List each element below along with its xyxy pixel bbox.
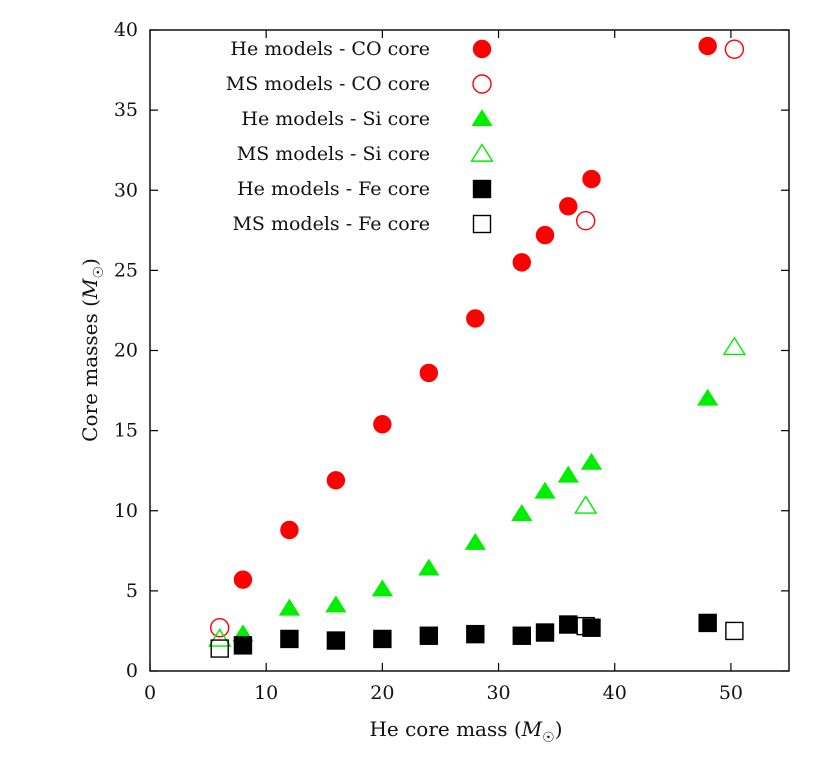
data-point <box>466 309 485 328</box>
y-tick-label: 35 <box>114 99 138 121</box>
x-tick-label: 20 <box>370 682 394 704</box>
data-point <box>582 618 601 637</box>
x-axis-unit: M <box>521 717 543 741</box>
y-tick-label: 10 <box>114 500 138 522</box>
series-2 <box>232 388 719 642</box>
y-axis-title: Core masses (M☉) <box>78 258 107 442</box>
data-point <box>582 169 601 189</box>
points-layer <box>207 36 747 658</box>
data-point <box>698 36 717 56</box>
x-axis-label: He core mass <box>369 717 507 741</box>
ticks-layer: 0 10 20 30 40 50 0 5 10 15 20 25 30 35 40 <box>114 19 789 704</box>
series-4 <box>233 613 717 655</box>
data-point <box>724 39 745 59</box>
legend-marker <box>471 109 493 127</box>
data-point <box>280 629 299 649</box>
y-tick-label: 30 <box>114 179 138 201</box>
legend-label: MS models - CO core <box>226 73 430 95</box>
x-tick-label: 40 <box>603 682 627 704</box>
legend-label: He models - Fe core <box>237 178 430 200</box>
data-point <box>207 628 232 647</box>
y-tick-label: 15 <box>114 420 138 442</box>
data-point <box>326 631 346 650</box>
data-point <box>511 504 533 522</box>
legend-marker <box>472 74 492 94</box>
data-point <box>559 197 578 216</box>
data-point <box>576 616 595 636</box>
legend-marker <box>470 143 494 162</box>
legend-label: He models - Si core <box>241 108 430 130</box>
y-tick-label: 25 <box>114 259 138 281</box>
data-point <box>280 520 299 540</box>
data-point <box>466 624 485 644</box>
data-point <box>698 613 717 633</box>
y-tick-label: 0 <box>126 660 138 682</box>
data-point <box>573 495 598 514</box>
x-tick-label: 30 <box>486 682 510 704</box>
data-point <box>575 210 596 231</box>
x-axis-title: He core mass (M☉) <box>369 717 562 746</box>
series-0 <box>233 36 717 589</box>
series-5 <box>210 616 744 658</box>
series-1 <box>210 39 745 638</box>
legend-label: MS models - Fe core <box>232 213 430 235</box>
data-point <box>534 481 556 499</box>
data-point <box>325 595 347 613</box>
data-point <box>697 388 719 406</box>
data-point <box>418 558 440 576</box>
legend-marker <box>472 214 492 234</box>
data-point <box>419 363 439 383</box>
y-axis-unit: M <box>78 278 102 300</box>
y-tick-label: 40 <box>114 19 138 41</box>
data-point <box>278 598 301 616</box>
x-tick-label: 10 <box>254 682 278 704</box>
x-tick-label: 50 <box>719 682 743 704</box>
data-point <box>557 465 579 483</box>
legend-marker <box>472 179 492 199</box>
data-point <box>233 570 253 589</box>
x-axis-unit-sun: ☉ <box>542 730 555 746</box>
y-tick-label: 5 <box>126 580 138 602</box>
data-point <box>419 626 439 645</box>
data-point <box>535 623 555 642</box>
legend: He models - CO core MS models - CO core He… <box>226 38 494 235</box>
data-point <box>512 253 531 272</box>
y-axis-label: Core masses <box>78 313 102 442</box>
data-point <box>464 532 486 550</box>
data-point <box>373 629 392 649</box>
data-point <box>373 415 392 434</box>
legend-label: MS models - Si core <box>237 143 430 165</box>
legend-marker <box>472 39 492 59</box>
data-point <box>725 621 744 641</box>
data-point <box>210 618 230 638</box>
data-point <box>580 452 603 470</box>
data-point <box>233 636 253 655</box>
data-point <box>210 639 229 658</box>
data-point <box>371 579 393 597</box>
y-axis-unit-sun: ☉ <box>91 266 107 279</box>
data-point <box>559 615 578 634</box>
x-tick-label: 0 <box>144 682 156 704</box>
data-point <box>722 336 747 356</box>
data-point <box>326 471 346 490</box>
data-point <box>512 626 531 645</box>
legend-label: He models - CO core <box>230 38 430 60</box>
y-tick-label: 20 <box>114 340 138 362</box>
data-point <box>535 225 555 245</box>
series-3 <box>207 336 747 647</box>
